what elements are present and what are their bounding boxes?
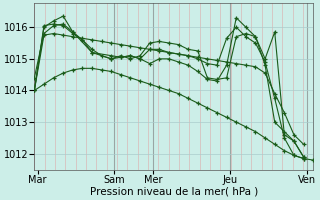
X-axis label: Pression niveau de la mer( hPa ): Pression niveau de la mer( hPa ) [90,187,258,197]
